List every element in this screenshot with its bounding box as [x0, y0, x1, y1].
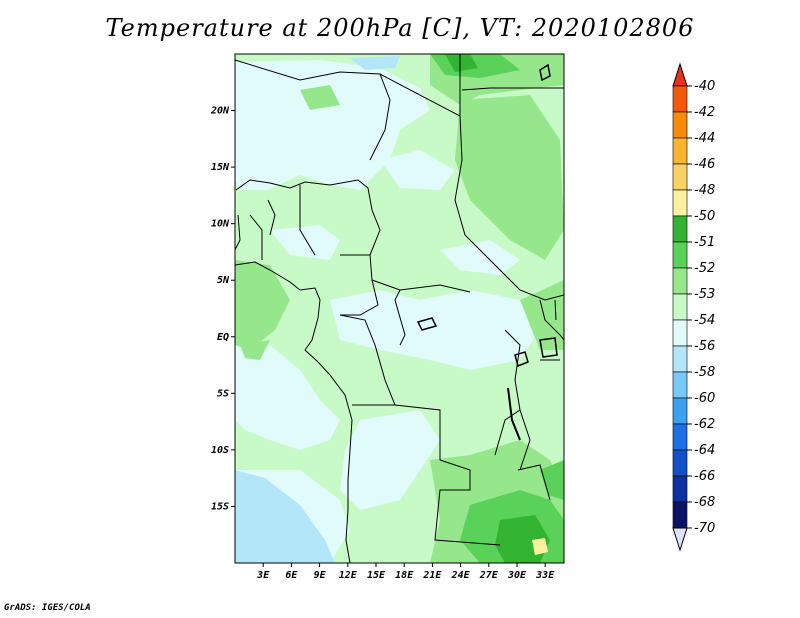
colorbar-label: -62: [694, 417, 715, 432]
lat-tick-label: 5N: [217, 275, 230, 286]
colorbar-label: -64: [694, 443, 715, 458]
colorbar-swatch: [672, 267, 688, 295]
colorbar-swatch: [672, 319, 688, 347]
colorbar-bottom-arrow: [672, 527, 688, 552]
colorbar-swatch: [672, 137, 688, 165]
colorbar-swatch: [672, 449, 688, 477]
colorbar-label: -44: [694, 131, 715, 146]
colorbar-label: -50: [694, 209, 715, 224]
colorbar-label: -53: [694, 287, 715, 302]
lat-tick-label: 10S: [211, 445, 229, 456]
colorbar-label: -51: [694, 235, 715, 250]
lon-tick-label: 9E: [314, 570, 327, 581]
temperature-field-cold-blue: [235, 56, 400, 563]
colorbar-swatch: [672, 163, 688, 191]
lon-tick-label: 24E: [451, 570, 471, 581]
colorbar-label: -54: [694, 313, 715, 328]
map-panel: [235, 54, 564, 563]
lat-tick-label: 15S: [211, 501, 229, 512]
colorbar-label: -70: [694, 521, 715, 536]
colorbar-label: -40: [694, 79, 715, 94]
colorbar-swatch: [672, 475, 688, 503]
colorbar-label: -48: [694, 183, 715, 198]
credit-label: GrADS: IGES/COLA: [4, 603, 91, 613]
lat-tick-label: 15N: [211, 162, 230, 173]
lon-tick-label: 6E: [285, 570, 298, 581]
colorbar-swatch: [672, 371, 688, 399]
coastlines-and-borders: [235, 54, 564, 563]
lon-tick-label: 27E: [479, 570, 499, 581]
colorbar-label: -58: [694, 365, 715, 380]
colorbar-label: -46: [694, 157, 715, 172]
lat-tick-label: 10N: [211, 219, 230, 230]
colorbar-label: -42: [694, 105, 715, 120]
colorbar-swatch: [672, 397, 688, 425]
lon-tick-label: 21E: [422, 570, 442, 581]
lake-outlines: [416, 63, 558, 368]
temperature-field-warm-yellow: [532, 538, 548, 555]
colorbar: -40 -42 -44 -46 -48 -50 -51 -52 -53 -54 -56 -58 -60 -…: [672, 62, 715, 552]
colorbar-label: -68: [694, 495, 715, 510]
colorbar-top-arrow: [672, 62, 688, 87]
colorbar-swatch: [672, 423, 688, 451]
colorbar-swatch: [672, 111, 688, 139]
colorbar-label: -56: [694, 339, 715, 354]
lon-tick-label: 33E: [535, 570, 555, 581]
colorbar-label: -52: [694, 261, 715, 276]
colorbar-swatch: [672, 293, 688, 321]
lon-tick-label: 18E: [395, 570, 414, 581]
colorbar-swatch: [672, 501, 688, 529]
colorbar-swatch: [672, 345, 688, 373]
colorbar-swatch: [672, 215, 688, 243]
lat-tick-label: EQ: [217, 332, 229, 343]
map-frame: [234, 53, 565, 564]
latitude-axis: 20N 15N 10N 5N EQ 5S 10S 15S: [210, 106, 235, 512]
colorbar-swatch: [672, 85, 688, 113]
lon-tick-label: 15E: [367, 570, 386, 581]
longitude-axis: 3E 6E 9E 12E 15E 18E 21E 24E 27E 30E 33E: [256, 563, 555, 581]
lon-tick-label: 30E: [507, 570, 527, 581]
colorbar-label: -60: [694, 391, 715, 406]
lat-tick-label: 5S: [217, 388, 229, 399]
lat-tick-label: 20N: [210, 106, 230, 117]
map-title: Temperature at 200hPa [C], VT: 202010280…: [105, 14, 695, 42]
colorbar-label: -66: [694, 469, 715, 484]
lon-tick-label: 12E: [339, 570, 358, 581]
colorbar-swatch: [672, 241, 688, 269]
colorbar-swatch: [672, 189, 688, 217]
lon-tick-label: 3E: [256, 570, 270, 581]
